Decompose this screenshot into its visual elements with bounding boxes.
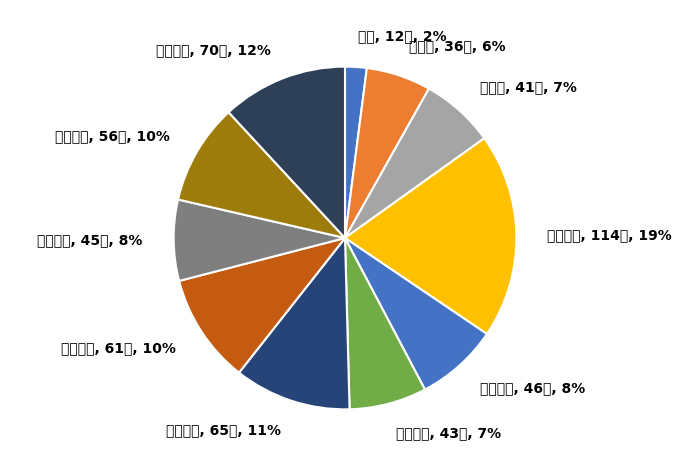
Text: ５０歳～, 61人, 10%: ５０歳～, 61人, 10%	[61, 342, 176, 356]
Wedge shape	[239, 238, 350, 409]
Wedge shape	[345, 89, 484, 238]
Text: １歳～, 36人, 6%: １歳～, 36人, 6%	[408, 39, 505, 53]
Wedge shape	[228, 67, 345, 238]
Text: ３０歳～, 43人, 7%: ３０歳～, 43人, 7%	[396, 426, 502, 441]
Text: ２０歳～, 46人, 8%: ２０歳～, 46人, 8%	[480, 382, 585, 396]
Wedge shape	[174, 199, 345, 281]
Text: ８０歳～, 70人, 12%: ８０歳～, 70人, 12%	[157, 43, 271, 57]
Text: ４０歳～, 65人, 11%: ４０歳～, 65人, 11%	[166, 423, 282, 437]
Wedge shape	[345, 238, 425, 409]
Wedge shape	[345, 67, 367, 238]
Text: ７０歳～, 56人, 10%: ７０歳～, 56人, 10%	[55, 129, 170, 144]
Wedge shape	[345, 138, 516, 334]
Text: ０歳, 12人, 2%: ０歳, 12人, 2%	[358, 29, 446, 43]
Wedge shape	[345, 238, 487, 389]
Wedge shape	[178, 112, 345, 238]
Text: ５歳～, 41人, 7%: ５歳～, 41人, 7%	[480, 80, 577, 94]
Wedge shape	[179, 238, 345, 373]
Text: ６０歳～, 45人, 8%: ６０歳～, 45人, 8%	[37, 234, 143, 248]
Text: １０歳～, 114人, 19%: １０歳～, 114人, 19%	[547, 228, 672, 242]
Wedge shape	[345, 68, 429, 238]
